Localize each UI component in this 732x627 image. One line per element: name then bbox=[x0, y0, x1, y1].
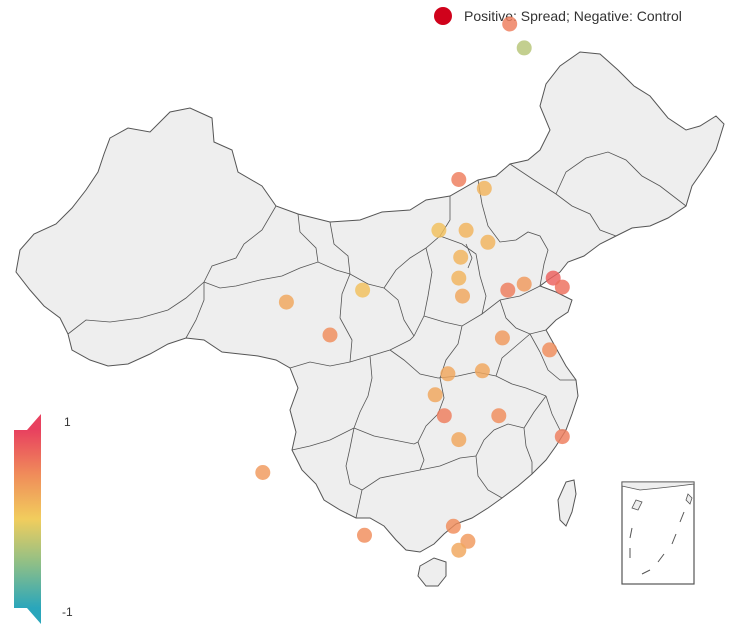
scale-max-arrow bbox=[27, 414, 41, 430]
data-point bbox=[357, 527, 372, 543]
inset-frame bbox=[621, 481, 695, 585]
data-point bbox=[427, 387, 443, 403]
border-line bbox=[413, 247, 433, 337]
border-line bbox=[329, 221, 415, 337]
border-line bbox=[465, 243, 473, 269]
inset-island bbox=[631, 499, 643, 511]
scale-min-arrow bbox=[27, 608, 41, 624]
border-line bbox=[345, 427, 363, 491]
scale-max-label: 1 bbox=[64, 415, 71, 429]
dash-segment bbox=[657, 553, 665, 563]
border-line bbox=[67, 205, 277, 335]
data-point bbox=[516, 276, 532, 292]
map-land bbox=[15, 51, 725, 587]
data-point bbox=[474, 363, 490, 379]
nine-dash-line bbox=[629, 511, 685, 575]
data-points bbox=[255, 16, 570, 558]
border-line bbox=[495, 333, 531, 377]
data-point bbox=[554, 279, 570, 295]
border-line bbox=[297, 213, 319, 263]
data-point bbox=[494, 330, 510, 346]
border-line bbox=[389, 349, 547, 397]
border-line bbox=[355, 455, 477, 519]
taiwan-island bbox=[557, 479, 577, 527]
data-point bbox=[476, 180, 492, 196]
border-line bbox=[203, 261, 351, 289]
data-point bbox=[278, 294, 294, 310]
border-line bbox=[555, 151, 687, 207]
data-point bbox=[480, 234, 496, 250]
inset-island bbox=[685, 493, 693, 505]
data-point bbox=[436, 408, 452, 424]
scale-gradient-bar bbox=[14, 430, 41, 608]
map-legend: Positive: Spread; Negative: Control bbox=[434, 5, 682, 27]
data-point bbox=[491, 408, 507, 424]
border-line bbox=[529, 333, 576, 381]
data-point bbox=[500, 282, 516, 298]
data-point bbox=[440, 366, 456, 382]
data-point bbox=[451, 432, 467, 448]
border-line bbox=[523, 395, 547, 474]
border-line bbox=[499, 299, 547, 335]
data-point bbox=[458, 222, 474, 238]
data-point bbox=[451, 172, 467, 187]
legend-dot bbox=[434, 7, 452, 25]
hainan-island bbox=[417, 557, 447, 587]
border-line bbox=[439, 235, 487, 315]
border-line bbox=[477, 179, 549, 287]
data-point bbox=[451, 270, 467, 286]
data-point bbox=[255, 465, 271, 480]
border-line bbox=[353, 355, 373, 429]
border-line bbox=[291, 427, 355, 451]
data-point bbox=[431, 222, 447, 238]
data-point bbox=[322, 327, 338, 343]
data-point bbox=[455, 288, 470, 304]
border-line bbox=[339, 273, 353, 363]
data-point bbox=[453, 249, 469, 265]
color-scale: 1 -1 bbox=[14, 414, 73, 624]
data-point bbox=[542, 342, 558, 358]
mainland-outline bbox=[15, 51, 725, 553]
border-line bbox=[289, 335, 415, 369]
dash-segment bbox=[629, 527, 633, 539]
dash-segment bbox=[679, 511, 685, 523]
scale-min-label: -1 bbox=[62, 605, 73, 619]
data-point bbox=[554, 429, 570, 445]
border-line bbox=[185, 282, 205, 339]
data-point bbox=[451, 542, 467, 558]
data-point bbox=[445, 518, 461, 534]
border-line bbox=[353, 427, 419, 445]
legend-label: Positive: Spread; Negative: Control bbox=[464, 8, 682, 24]
border-line bbox=[475, 423, 525, 499]
south-china-sea-inset bbox=[621, 481, 695, 585]
data-point bbox=[355, 282, 371, 298]
province-borders bbox=[67, 151, 687, 519]
data-point bbox=[516, 40, 532, 56]
border-line bbox=[423, 285, 541, 327]
data-point bbox=[502, 16, 518, 32]
inset-coast bbox=[621, 481, 695, 491]
dash-segment bbox=[641, 569, 651, 575]
border-line bbox=[509, 163, 617, 237]
dash-segment bbox=[671, 533, 677, 545]
